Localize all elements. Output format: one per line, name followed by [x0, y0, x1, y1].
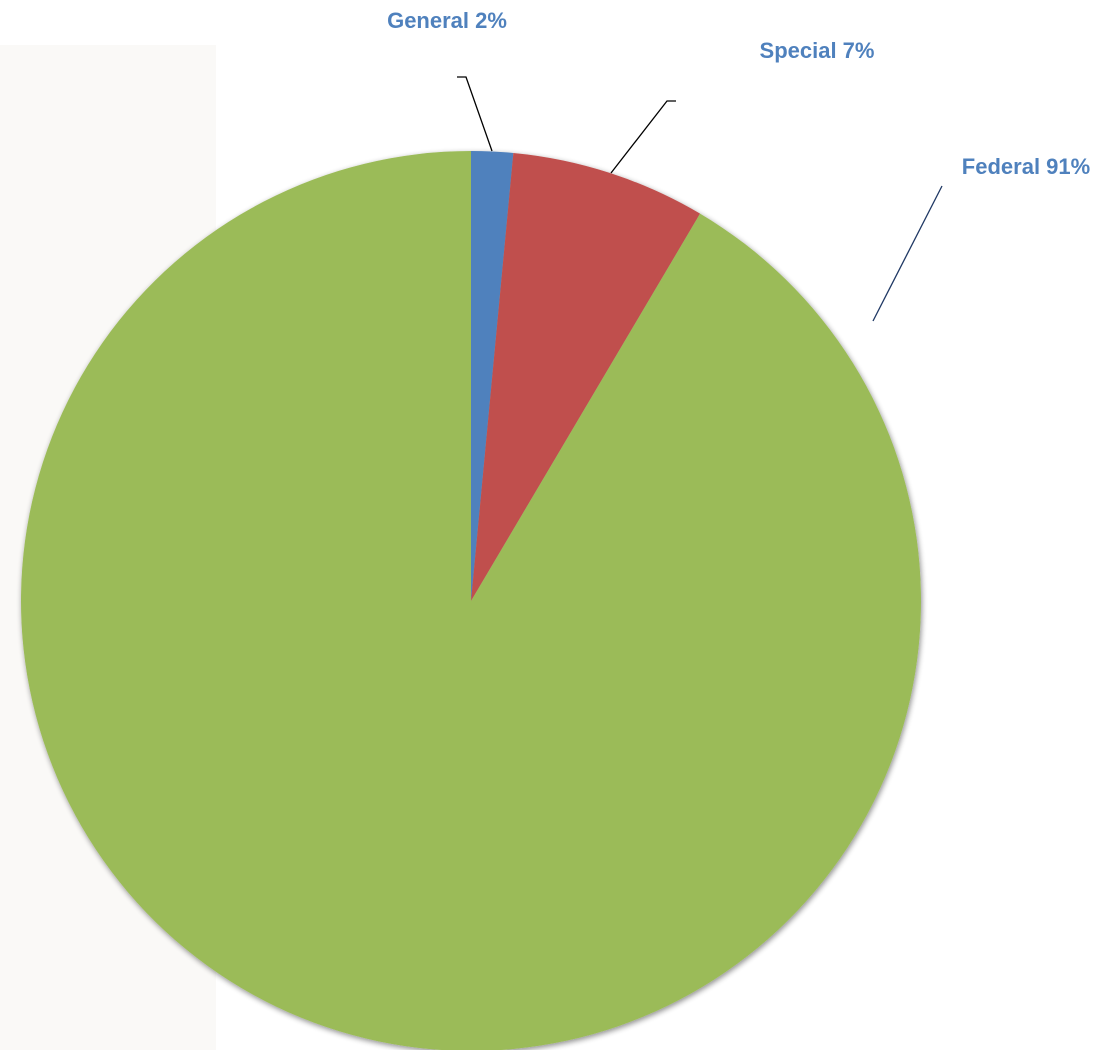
leader-line-special — [610, 100, 676, 174]
leader-line-general — [457, 76, 493, 152]
leader-line-federal — [872, 185, 943, 322]
pie-slice-special — [471, 152, 701, 601]
data-label-special: Special 7% — [760, 38, 875, 63]
pie-slice-general — [471, 151, 514, 601]
pie-slice-federal — [21, 151, 921, 1050]
data-label-general: General 2% — [387, 8, 507, 33]
data-label-federal: Federal 91% — [962, 154, 1090, 179]
